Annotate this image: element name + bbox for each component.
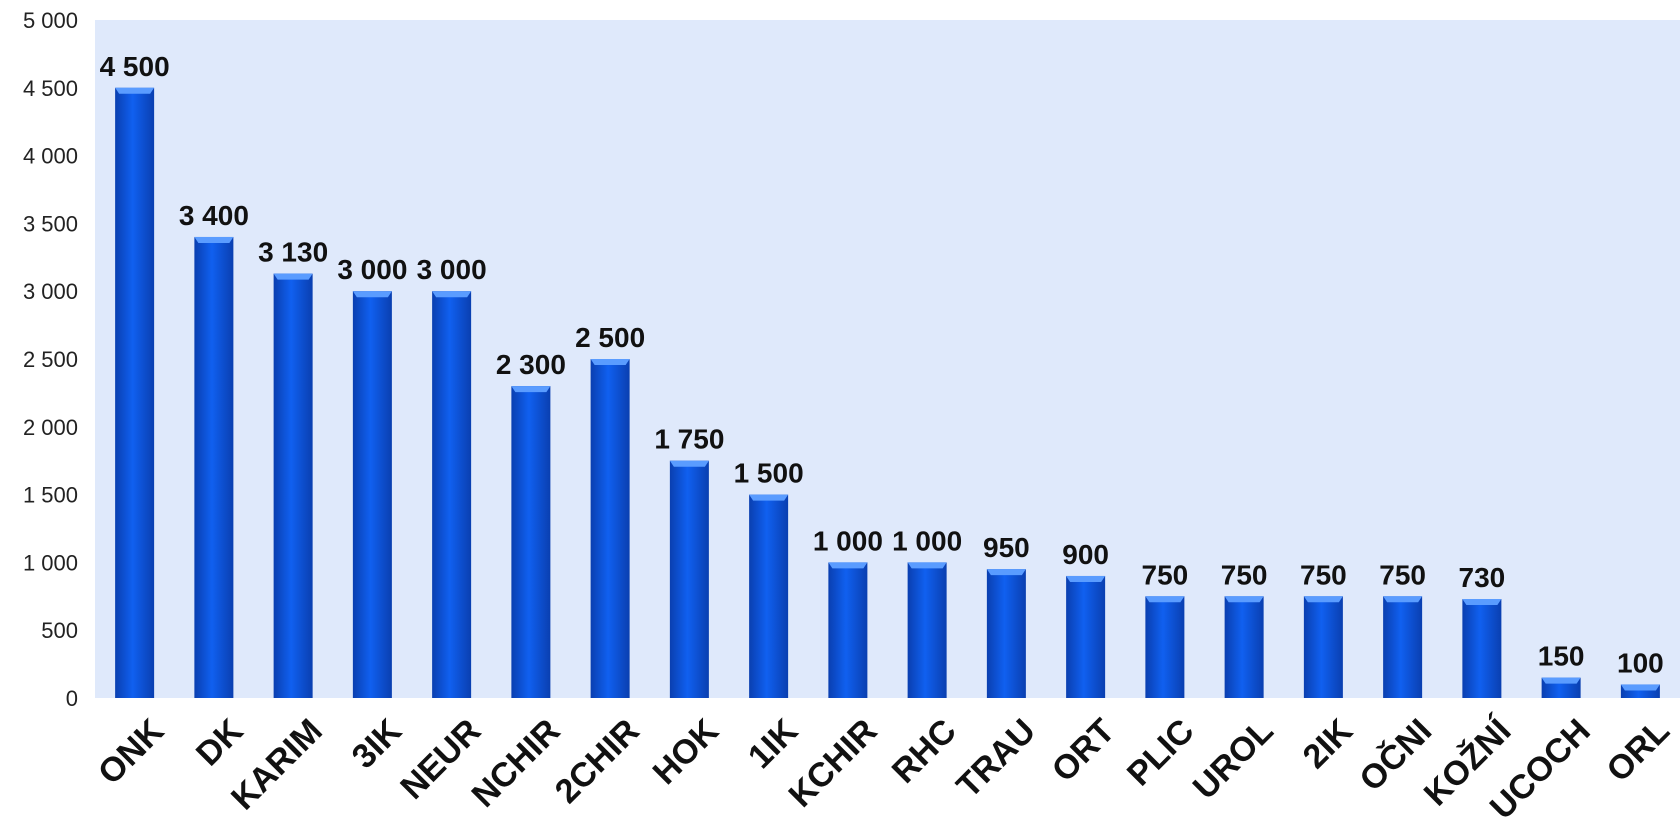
data-label: 1 000 <box>813 525 883 556</box>
data-label: 950 <box>983 532 1030 563</box>
y-tick-label: 4 000 <box>23 144 78 169</box>
x-tick-label: ONK <box>91 711 172 792</box>
x-tick-label: NCHIR <box>464 712 567 815</box>
data-label: 750 <box>1221 559 1268 590</box>
x-tick-label: UROL <box>1186 712 1281 807</box>
bar <box>1383 596 1423 698</box>
data-label: 750 <box>1300 559 1347 590</box>
data-label: 100 <box>1617 647 1664 678</box>
bar <box>749 494 789 698</box>
bars <box>115 87 1660 699</box>
data-label: 750 <box>1142 559 1189 590</box>
bar <box>907 562 947 698</box>
x-tick-label: KARIM <box>224 712 330 818</box>
data-label: 2 500 <box>575 322 645 353</box>
y-tick-label: 500 <box>41 618 78 643</box>
x-tick-label: KCHIR <box>781 712 884 815</box>
data-label: 750 <box>1379 559 1426 590</box>
bar <box>590 359 630 698</box>
y-tick-label: 1 000 <box>23 550 78 575</box>
data-labels: 4 500 3 400 3 130 3 000 3 000 2 300 2 500 1 750… <box>100 51 1664 679</box>
x-tick-label: ORT <box>1045 712 1123 790</box>
bar <box>1303 596 1343 698</box>
y-tick-label: 1 500 <box>23 483 78 508</box>
data-label: 3 000 <box>337 254 407 285</box>
x-tick-label: DK <box>189 711 251 773</box>
data-label: 3 130 <box>258 237 328 268</box>
bar <box>273 273 313 698</box>
data-label: 3 400 <box>179 200 249 231</box>
y-axis: 0 500 1 000 1 500 2 000 2 500 3 000 3 500 4 000 4… <box>23 8 78 711</box>
y-tick-label: 4 500 <box>23 76 78 101</box>
bar <box>1620 684 1660 698</box>
bar <box>669 460 709 698</box>
y-tick-label: 2 500 <box>23 347 78 372</box>
bar <box>511 386 551 698</box>
bar <box>432 291 472 698</box>
data-label: 2 300 <box>496 349 566 380</box>
x-tick-label: 2CHIR <box>548 712 647 811</box>
bar <box>115 87 155 699</box>
bar <box>1145 596 1185 698</box>
y-tick-label: 3 500 <box>23 211 78 236</box>
data-label: 1 000 <box>892 525 962 556</box>
x-tick-label: TRAU <box>949 712 1043 806</box>
data-label: 3 000 <box>417 254 487 285</box>
x-tick-label: HOK <box>646 711 727 792</box>
x-tick-label: 1IK <box>741 711 806 776</box>
data-label: 900 <box>1062 539 1109 570</box>
bar <box>194 236 234 698</box>
y-tick-label: 3 000 <box>23 279 78 304</box>
x-tick-label: 3IK <box>345 711 410 776</box>
x-tick-label: ORL <box>1599 712 1677 790</box>
y-tick-label: 5 000 <box>23 8 78 33</box>
bar <box>986 569 1026 698</box>
bar <box>1462 599 1502 698</box>
data-label: 150 <box>1538 641 1585 672</box>
x-tick-label: 2IK <box>1296 711 1361 776</box>
bar <box>1066 575 1106 698</box>
y-tick-label: 2 000 <box>23 415 78 440</box>
data-label: 1 500 <box>734 458 804 489</box>
data-label: 4 500 <box>100 51 170 82</box>
bar <box>1224 596 1264 698</box>
bar <box>828 562 868 698</box>
bar <box>352 291 392 698</box>
y-tick-label: 0 <box>66 686 78 711</box>
data-label: 1 750 <box>654 424 724 455</box>
bar <box>1541 677 1581 698</box>
data-label: 730 <box>1459 562 1506 593</box>
plot-area <box>95 20 1680 698</box>
